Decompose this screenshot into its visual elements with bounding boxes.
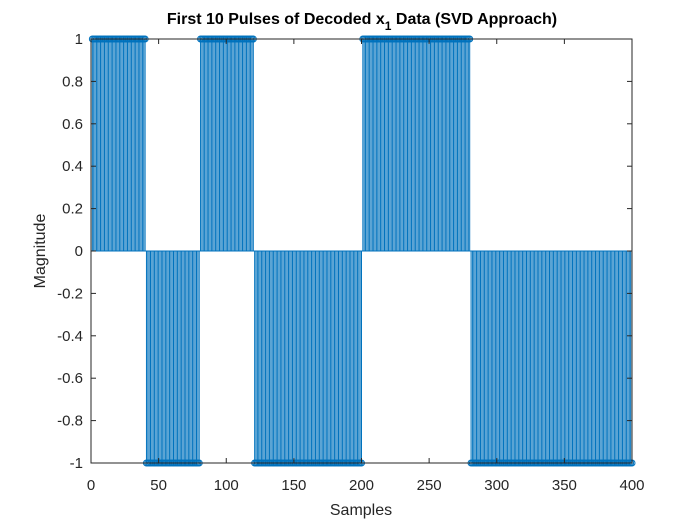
x-tick-label: 250 <box>417 477 442 494</box>
chart-title-main: First 10 Pulses of Decoded x <box>167 11 385 28</box>
x-tick-label: 0 <box>87 477 95 494</box>
stems-layer <box>91 39 633 463</box>
chart-title-subscript: 1 <box>385 19 392 33</box>
x-axis: 0 50 100 150 200 250 300 350 400 <box>87 39 645 494</box>
y-tick-label: -1 <box>70 455 83 472</box>
x-axis-label: Samples <box>330 502 392 519</box>
x-tick-label: 400 <box>619 477 644 494</box>
y-tick-label: 1 <box>75 31 83 48</box>
y-tick-label: 0.2 <box>62 201 83 218</box>
y-tick-label: -0.6 <box>57 370 83 387</box>
x-tick-label: 150 <box>281 477 306 494</box>
y-tick-label: -0.4 <box>57 328 83 345</box>
x-tick-label: 350 <box>552 477 577 494</box>
x-tick-label: 200 <box>349 477 374 494</box>
x-tick-label: 100 <box>214 477 239 494</box>
y-tick-label: -0.2 <box>57 285 83 302</box>
y-tick-label: -0.8 <box>57 413 83 430</box>
y-tick-label: 0.6 <box>62 116 83 133</box>
y-tick-label: 0.8 <box>62 73 83 90</box>
x-tick-label: 300 <box>484 477 509 494</box>
chart-title: First 10 Pulses of Decoded x1 Data (SVD … <box>167 11 557 33</box>
chart-title-suffix: Data (SVD Approach) <box>391 11 557 28</box>
x-tick-label: 50 <box>150 477 167 494</box>
y-tick-label: 0.4 <box>62 158 83 175</box>
y-axis: -1 -0.8 -0.6 -0.4 -0.2 0 0.2 0.4 0.6 0.8 1 <box>57 31 632 472</box>
y-tick-label: 0 <box>75 243 83 260</box>
y-axis-label: Magnitude <box>32 214 49 289</box>
